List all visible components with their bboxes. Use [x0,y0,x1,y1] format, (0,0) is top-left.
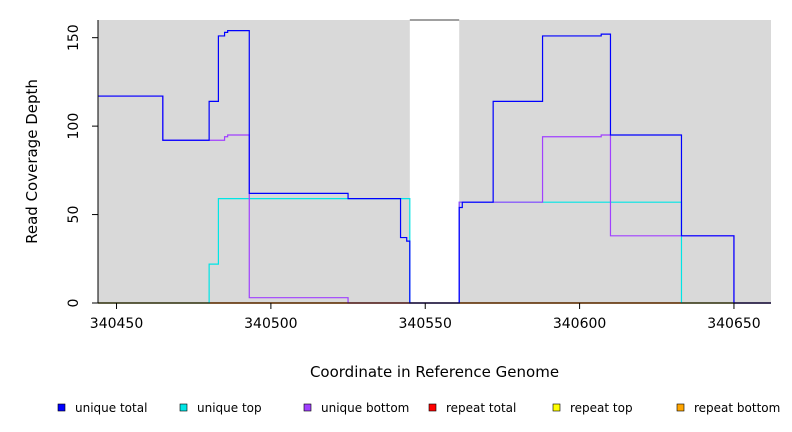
x-tick-label: 340650 [707,316,760,332]
x-axis-title: Coordinate in Reference Genome [310,363,559,381]
legend-item-unique-top: unique top [179,401,262,415]
x-tick-label: 340500 [244,316,297,332]
legend-label: repeat bottom [694,401,780,415]
legend-label: unique total [75,401,147,415]
legend-item-repeat-top: repeat top [552,401,633,415]
x-tick-label: 340600 [553,316,606,332]
legend-item-unique-bottom: unique bottom [303,401,409,415]
legend-swatch [179,403,188,412]
legend-item-repeat-bottom: repeat bottom [676,401,780,415]
legend-swatch [552,403,561,412]
legend-item-repeat-total: repeat total [428,401,516,415]
legend-label: unique top [197,401,262,415]
legend-item-unique-total: unique total [57,401,147,415]
legend-swatch [303,403,312,412]
y-tick-label: 0 [66,299,82,308]
y-tick-label: 150 [66,24,82,51]
y-axis: 0 50 100 150 [66,20,99,308]
legend-label: repeat top [570,401,633,415]
legend-label: unique bottom [321,401,409,415]
y-tick-label: 50 [66,206,82,224]
legend-swatch [676,403,685,412]
series-line-unique-total [98,30,771,304]
x-axis: 340450 340500 340550 340600 340650 [90,302,771,332]
y-tick-label: 100 [66,113,82,140]
legend-swatch [57,403,66,412]
plot-area [98,19,771,303]
y-axis-title: Read Coverage Depth [23,79,41,244]
gap-region [409,20,460,303]
x-tick-label: 340550 [399,316,452,332]
legend-swatch [428,403,437,412]
legend: unique total unique top unique bottom repea… [57,401,780,415]
legend-label: repeat total [446,401,516,415]
x-tick-label: 340450 [90,316,143,332]
